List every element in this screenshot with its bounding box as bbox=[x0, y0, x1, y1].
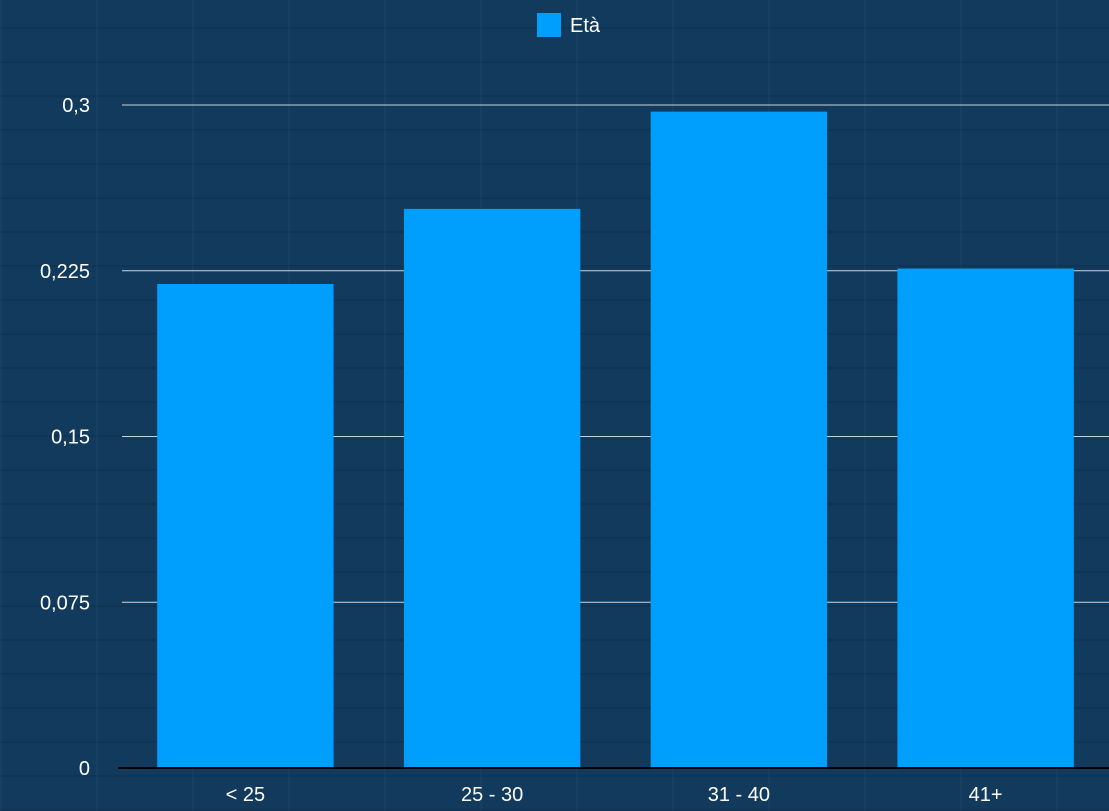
bars bbox=[157, 111, 1074, 768]
bar bbox=[897, 268, 1074, 768]
y-axis-tick-labels: 0 0,075 0,15 0,225 0,3 bbox=[40, 95, 90, 780]
y-tick-label: 0,15 bbox=[51, 427, 90, 449]
x-axis-tick-labels: < 25 25 - 30 31 - 40 41+ bbox=[226, 784, 1003, 806]
legend-label-eta: Età bbox=[570, 15, 601, 37]
bar bbox=[157, 284, 334, 768]
x-tick-label: 31 - 40 bbox=[708, 784, 770, 806]
bar bbox=[403, 208, 581, 768]
y-tick-label: 0 bbox=[79, 758, 90, 780]
legend-swatch bbox=[537, 13, 561, 37]
x-tick-label: < 25 bbox=[226, 784, 265, 806]
y-tick-label: 0,225 bbox=[40, 261, 90, 283]
y-tick-label: 0,075 bbox=[40, 592, 90, 614]
chart-legend: Età bbox=[537, 13, 601, 37]
x-tick-label: 41+ bbox=[969, 784, 1003, 806]
x-tick-label: 25 - 30 bbox=[461, 784, 523, 806]
bar bbox=[650, 111, 828, 768]
y-tick-label: 0,3 bbox=[62, 95, 90, 117]
